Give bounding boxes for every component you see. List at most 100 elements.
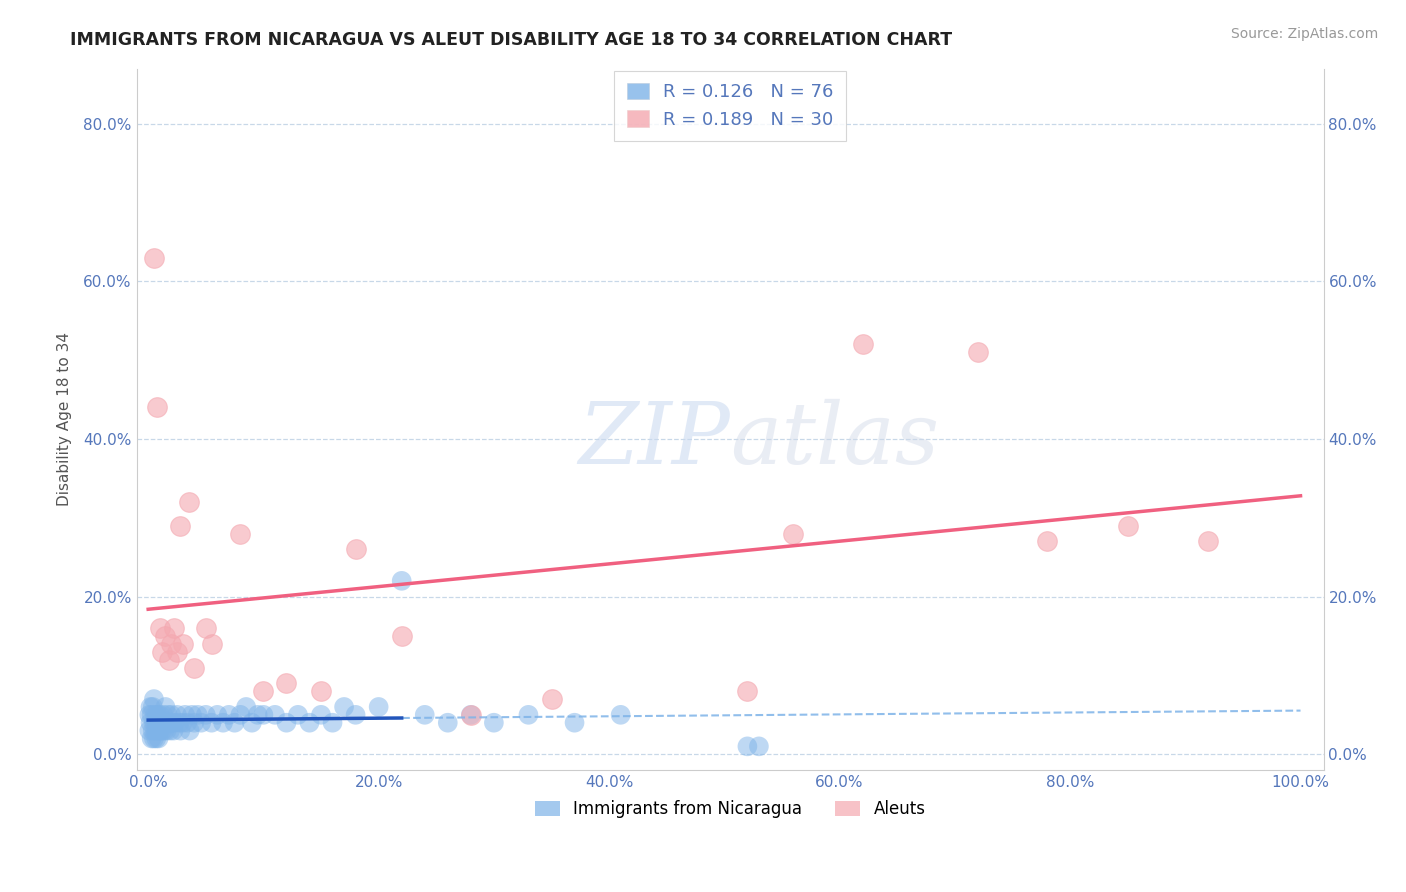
Point (143, 723, 166, 738)
Point (194, 707, 217, 722)
Point (146, 401, 169, 415)
Point (148, 731, 170, 746)
Point (482, 715, 505, 730)
Point (200, 715, 222, 730)
Point (169, 518, 191, 533)
Point (159, 723, 181, 738)
Point (162, 621, 184, 635)
Point (212, 715, 235, 730)
Point (517, 707, 540, 722)
Point (146, 723, 169, 738)
Point (322, 715, 344, 730)
Point (367, 700, 389, 714)
Point (155, 700, 177, 714)
Text: atlas: atlas (730, 399, 939, 482)
Point (276, 676, 298, 690)
Point (235, 700, 257, 714)
Point (155, 629, 177, 643)
Point (149, 621, 172, 635)
Point (155, 715, 177, 730)
Point (391, 574, 413, 588)
Point (782, 526, 804, 541)
Point (200, 637, 222, 651)
Text: Source: ZipAtlas.com: Source: ZipAtlas.com (1230, 27, 1378, 41)
Point (309, 684, 332, 698)
Point (564, 715, 586, 730)
Point (145, 715, 167, 730)
Point (218, 707, 240, 722)
Legend: Immigrants from Nicaragua, Aleuts: Immigrants from Nicaragua, Aleuts (527, 794, 932, 825)
Point (609, 707, 631, 722)
Point (224, 715, 246, 730)
Point (162, 715, 184, 730)
Point (252, 684, 274, 698)
Point (852, 337, 875, 351)
Point (344, 707, 367, 722)
Point (174, 707, 197, 722)
Point (207, 707, 229, 722)
Point (229, 526, 252, 541)
Point (172, 637, 194, 651)
Point (413, 707, 436, 722)
Point (141, 731, 163, 746)
Point (142, 692, 165, 706)
Point (298, 715, 321, 730)
Point (344, 542, 367, 557)
Point (152, 707, 174, 722)
Point (436, 715, 458, 730)
Point (187, 707, 209, 722)
Point (163, 715, 186, 730)
Point (169, 715, 191, 730)
Point (737, 739, 759, 754)
Point (148, 715, 170, 730)
Point (160, 637, 183, 651)
Point (160, 707, 183, 722)
Point (162, 723, 184, 738)
Point (149, 707, 172, 722)
Point (287, 707, 309, 722)
Point (141, 707, 163, 722)
Point (139, 700, 162, 714)
Point (169, 723, 191, 738)
Y-axis label: Disability Age 18 to 34: Disability Age 18 to 34 (58, 332, 72, 507)
Point (142, 723, 165, 738)
Point (309, 707, 332, 722)
Point (153, 723, 176, 738)
Point (166, 707, 188, 722)
Point (276, 715, 298, 730)
Point (190, 715, 212, 730)
Point (150, 723, 173, 738)
Point (145, 731, 167, 746)
Point (149, 723, 172, 738)
Point (142, 251, 165, 265)
Point (142, 715, 165, 730)
Point (138, 707, 160, 722)
Point (157, 715, 180, 730)
Point (966, 345, 988, 359)
Point (142, 700, 165, 714)
Point (252, 707, 274, 722)
Point (229, 707, 252, 722)
Point (460, 707, 482, 722)
Point (737, 684, 759, 698)
Point (460, 707, 482, 722)
Point (143, 707, 166, 722)
Point (264, 707, 287, 722)
Point (183, 660, 205, 674)
Point (179, 723, 201, 738)
Point (1197, 534, 1219, 549)
Point (540, 692, 562, 706)
Point (149, 715, 172, 730)
Text: IMMIGRANTS FROM NICARAGUA VS ALEUT DISABILITY AGE 18 TO 34 CORRELATION CHART: IMMIGRANTS FROM NICARAGUA VS ALEUT DISAB… (70, 31, 952, 49)
Point (194, 621, 217, 635)
Point (150, 645, 173, 659)
Point (391, 629, 413, 643)
Point (181, 707, 204, 722)
Point (156, 723, 179, 738)
Point (157, 653, 180, 667)
Point (246, 707, 269, 722)
Text: ZIP: ZIP (578, 399, 730, 482)
Point (156, 707, 179, 722)
Point (142, 731, 165, 746)
Point (139, 715, 162, 730)
